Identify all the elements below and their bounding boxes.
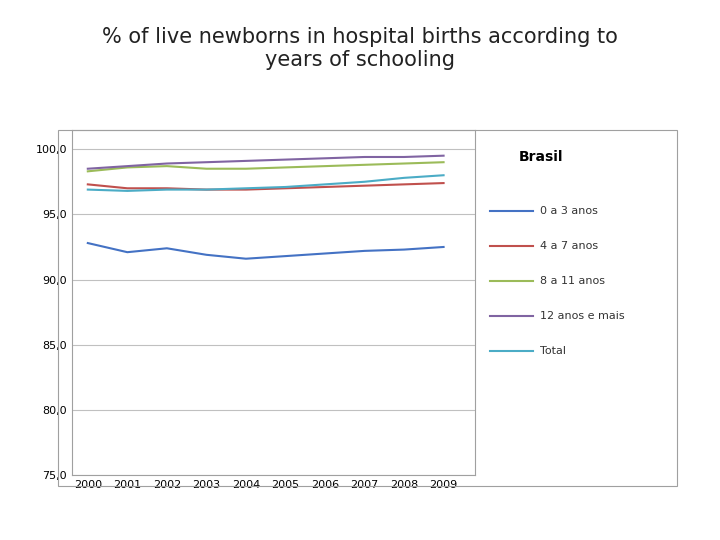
Text: Brasil: Brasil	[518, 150, 563, 164]
Text: Total: Total	[540, 346, 566, 356]
12 anos e mais	[400, 154, 408, 160]
12 anos e mais	[242, 158, 251, 164]
12 anos e mais	[439, 152, 448, 159]
Total	[400, 174, 408, 181]
Line: 12 anos e mais: 12 anos e mais	[88, 156, 444, 168]
0 a 3 anos	[281, 253, 289, 259]
4 a 7 anos	[439, 180, 448, 186]
Line: Total: Total	[88, 176, 444, 191]
12 anos e mais	[84, 165, 92, 172]
4 a 7 anos	[123, 185, 132, 192]
8 a 11 anos	[439, 159, 448, 165]
Text: 4 a 7 anos: 4 a 7 anos	[540, 241, 598, 251]
8 a 11 anos	[163, 163, 171, 170]
8 a 11 anos	[281, 164, 289, 171]
0 a 3 anos	[439, 244, 448, 250]
4 a 7 anos	[242, 186, 251, 193]
0 a 3 anos	[84, 240, 92, 246]
Text: 12 anos e mais: 12 anos e mais	[540, 311, 625, 321]
8 a 11 anos	[400, 160, 408, 167]
4 a 7 anos	[320, 184, 329, 190]
4 a 7 anos	[202, 186, 211, 193]
0 a 3 anos	[360, 248, 369, 254]
12 anos e mais	[163, 160, 171, 167]
8 a 11 anos	[360, 161, 369, 168]
4 a 7 anos	[281, 185, 289, 192]
4 a 7 anos	[163, 185, 171, 192]
8 a 11 anos	[202, 165, 211, 172]
4 a 7 anos	[360, 183, 369, 189]
Text: 0 a 3 anos: 0 a 3 anos	[540, 206, 598, 215]
0 a 3 anos	[320, 250, 329, 256]
8 a 11 anos	[242, 165, 251, 172]
Total	[320, 181, 329, 187]
12 anos e mais	[320, 155, 329, 161]
Text: 8 a 11 anos: 8 a 11 anos	[540, 276, 605, 286]
Total	[439, 172, 448, 179]
Total	[84, 186, 92, 193]
12 anos e mais	[360, 154, 369, 160]
Total	[202, 186, 211, 193]
0 a 3 anos	[202, 252, 211, 258]
Total	[163, 186, 171, 193]
Total	[281, 184, 289, 190]
12 anos e mais	[202, 159, 211, 165]
Total	[242, 185, 251, 192]
0 a 3 anos	[163, 245, 171, 252]
8 a 11 anos	[84, 168, 92, 174]
8 a 11 anos	[320, 163, 329, 170]
Line: 8 a 11 anos: 8 a 11 anos	[88, 162, 444, 171]
12 anos e mais	[123, 163, 132, 170]
Line: 4 a 7 anos: 4 a 7 anos	[88, 183, 444, 190]
12 anos e mais	[281, 157, 289, 163]
Line: 0 a 3 anos: 0 a 3 anos	[88, 243, 444, 259]
0 a 3 anos	[123, 249, 132, 255]
8 a 11 anos	[123, 164, 132, 171]
Total	[123, 188, 132, 194]
0 a 3 anos	[400, 246, 408, 253]
4 a 7 anos	[84, 181, 92, 187]
Text: % of live newborns in hospital births according to
years of schooling: % of live newborns in hospital births ac…	[102, 27, 618, 70]
Total	[360, 179, 369, 185]
4 a 7 anos	[400, 181, 408, 187]
0 a 3 anos	[242, 255, 251, 262]
